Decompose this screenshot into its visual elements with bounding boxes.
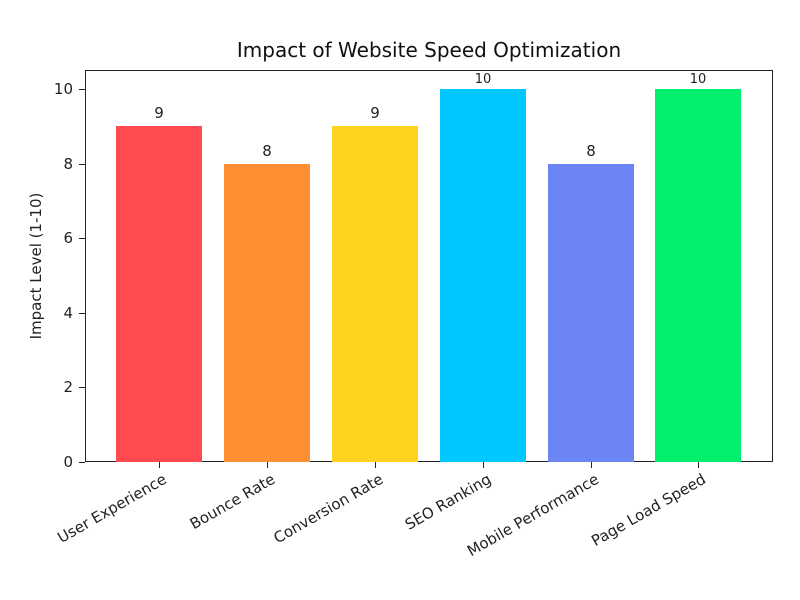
bar-value-label: 10 (474, 72, 492, 87)
bar-page-load-speed (655, 89, 741, 462)
bar-value-label: 10 (689, 72, 707, 87)
y-tick (79, 238, 85, 240)
x-tick (375, 462, 376, 468)
y-tick-label: 0 (63, 453, 73, 471)
bar-mobile-performance (548, 163, 634, 462)
y-tick-label: 4 (63, 303, 73, 322)
y-tick (79, 163, 85, 165)
x-tick-label: SEO Ranking (401, 470, 495, 534)
bar-conversion-rate (332, 126, 418, 462)
x-tick-label: Bounce Rate (186, 470, 279, 534)
y-tick (79, 312, 85, 314)
y-tick-label: 10 (53, 80, 73, 98)
x-tick (591, 462, 592, 468)
bar-seo-ranking (440, 89, 526, 462)
x-tick (159, 462, 160, 468)
y-tick-label: 8 (63, 154, 73, 173)
x-tick (267, 462, 268, 468)
bar-value-label: 9 (370, 104, 380, 123)
x-tick-label: User Experience (54, 470, 170, 547)
y-tick (79, 89, 85, 90)
y-tick (79, 462, 85, 463)
bar-user-experience (116, 126, 202, 462)
bar-value-label: 8 (262, 141, 272, 160)
plot-area (85, 70, 773, 462)
chart-title: Impact of Website Speed Optimization (236, 38, 622, 62)
x-tick-label: Page Load Speed (588, 470, 709, 551)
y-tick (79, 387, 85, 389)
bar-value-label: 9 (154, 104, 164, 123)
y-tick-label: 6 (63, 229, 73, 248)
x-tick (483, 462, 484, 468)
bar-value-label: 8 (586, 141, 596, 160)
x-tick (698, 462, 699, 468)
x-tick-label: Conversion Rate (270, 470, 387, 548)
y-tick-label: 2 (63, 378, 73, 397)
bar-bounce-rate (224, 163, 310, 462)
